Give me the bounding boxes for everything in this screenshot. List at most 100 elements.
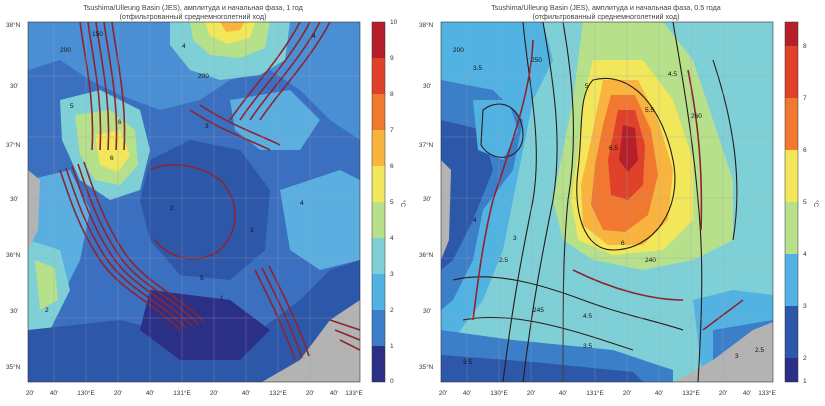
lon-label: 20' — [718, 390, 728, 397]
colorbar-tick: 7 — [803, 95, 807, 102]
colorbar-tick: 0 — [390, 378, 394, 385]
contour-label: 6 — [118, 119, 122, 126]
map-subtitle: (отфильтрованный среднемноголетний ход) — [119, 12, 267, 21]
lat-label: 35°N — [419, 364, 434, 371]
lon-label: 130°E — [490, 390, 508, 397]
colorbar-tick: 8 — [803, 43, 807, 50]
contour-label: 3 — [513, 235, 517, 242]
map-title: Tsushima/Ulleung Basin (JES), амплитуда … — [83, 3, 303, 12]
colorbar — [784, 21, 799, 383]
lon-label: 40' — [329, 390, 339, 397]
contour-label: 6 — [621, 240, 625, 247]
amplitude-phase-map-halfyr: 200 3.5 250 4.5 5.5 6.5 5 6 4 3 2.5 245 … — [440, 21, 799, 383]
lat-label: 30' — [423, 308, 432, 315]
lon-label: 40' — [241, 390, 251, 397]
lat-label: 35°N — [6, 364, 21, 371]
contour-label: 2.5 — [499, 257, 508, 264]
contour-label: 3 — [205, 123, 209, 130]
contour-label: 245 — [533, 307, 544, 314]
contour-label: 6 — [110, 155, 114, 162]
lon-label: 20' — [305, 390, 315, 397]
contour-label: 4.5 — [583, 313, 592, 320]
contour-label: 240 — [645, 257, 656, 264]
contour-label: 150 — [92, 31, 103, 38]
contour-label: 5 — [585, 83, 589, 90]
lon-label: 40' — [145, 390, 155, 397]
colorbar-tick: 3 — [803, 303, 807, 310]
contour-label: 5 — [200, 275, 204, 282]
lon-label: 131°E — [173, 390, 191, 397]
contour-label: 1 — [220, 295, 224, 302]
colorbar-unit: °C — [812, 200, 819, 208]
colorbar-tick: 1 — [803, 378, 807, 385]
lat-label: 30' — [10, 83, 19, 90]
lon-label: 133°E — [758, 390, 776, 397]
lon-label: 131°E — [586, 390, 604, 397]
map-panel-halfyr: Tsushima/Ulleung Basin (JES), амплитуда … — [413, 0, 825, 406]
colorbar-tick: 5 — [390, 199, 394, 206]
lat-label: 30' — [10, 308, 19, 315]
contour-label: 200 — [198, 73, 209, 80]
colorbar-tick: 8 — [390, 91, 394, 98]
contour-label: 3 — [250, 227, 254, 234]
map-panel-1yr: Tsushima/Ulleung Basin (JES), амплитуда … — [0, 0, 412, 406]
colorbar-tick: 9 — [390, 55, 394, 62]
lat-label: 36°N — [419, 252, 434, 259]
colorbar-tick: 2 — [390, 307, 394, 314]
lat-label: 30' — [423, 83, 432, 90]
lon-label: 133°E — [345, 390, 363, 397]
colorbar-unit: °C — [399, 200, 406, 208]
lon-label: 20' — [209, 390, 219, 397]
contour-label: 4 — [312, 33, 316, 40]
contour-label: 250 — [531, 57, 542, 64]
lon-label: 130°E — [77, 390, 95, 397]
contour-label: 2 — [170, 205, 174, 212]
contour-label: 3.5 — [583, 343, 592, 350]
contour-label: 4.5 — [668, 71, 677, 78]
colorbar-tick: 1 — [390, 343, 394, 350]
lat-label: 38°N — [419, 22, 434, 29]
lon-label: 40' — [654, 390, 664, 397]
contour-label: 260 — [691, 113, 702, 120]
lat-label: 37°N — [6, 142, 21, 149]
lon-label: 132°E — [269, 390, 287, 397]
colorbar-tick: 6 — [803, 147, 807, 154]
colorbar-tick: 4 — [803, 251, 807, 258]
contour-label: 200 — [60, 47, 71, 54]
contour-label: 5.5 — [645, 107, 654, 114]
lon-label: 20' — [438, 390, 448, 397]
contour-label: 6.5 — [609, 145, 618, 152]
map-subtitle: (отфильтрованный среднемноголетний ход) — [532, 12, 680, 21]
contour-label: 200 — [453, 47, 464, 54]
lat-label: 37°N — [419, 142, 434, 149]
colorbar-tick: 6 — [390, 163, 394, 170]
contour-label: 4 — [473, 217, 477, 224]
lon-label: 40' — [49, 390, 59, 397]
contour-label: 4 — [300, 200, 304, 207]
colorbar — [371, 21, 386, 383]
amplitude-phase-map-1yr: 150 200 4 6 5 3 2 1 6 5 4 200 3 2 4 — [27, 21, 386, 383]
colorbar-tick: 3 — [390, 271, 394, 278]
contour-label: 3.5 — [463, 359, 472, 366]
lon-label: 20' — [526, 390, 536, 397]
lat-label: 30' — [10, 196, 19, 203]
contour-label: 3.5 — [473, 65, 482, 72]
lon-label: 20' — [622, 390, 632, 397]
lon-label: 20' — [113, 390, 123, 397]
lon-label: 132°E — [682, 390, 700, 397]
lon-label: 40' — [558, 390, 568, 397]
lon-label: 40' — [462, 390, 472, 397]
colorbar-tick: 2 — [803, 355, 807, 362]
lat-label: 38°N — [6, 22, 21, 29]
lat-label: 36°N — [6, 252, 21, 259]
colorbar-tick: 7 — [390, 127, 394, 134]
lon-label: 40' — [742, 390, 752, 397]
contour-label: 2.5 — [755, 347, 764, 354]
contour-label: 2 — [45, 307, 49, 314]
colorbar-tick: 10 — [390, 19, 398, 26]
colorbar-tick: 5 — [803, 199, 807, 206]
lon-label: 20' — [25, 390, 35, 397]
lat-label: 30' — [423, 196, 432, 203]
contour-label: 4 — [182, 43, 186, 50]
